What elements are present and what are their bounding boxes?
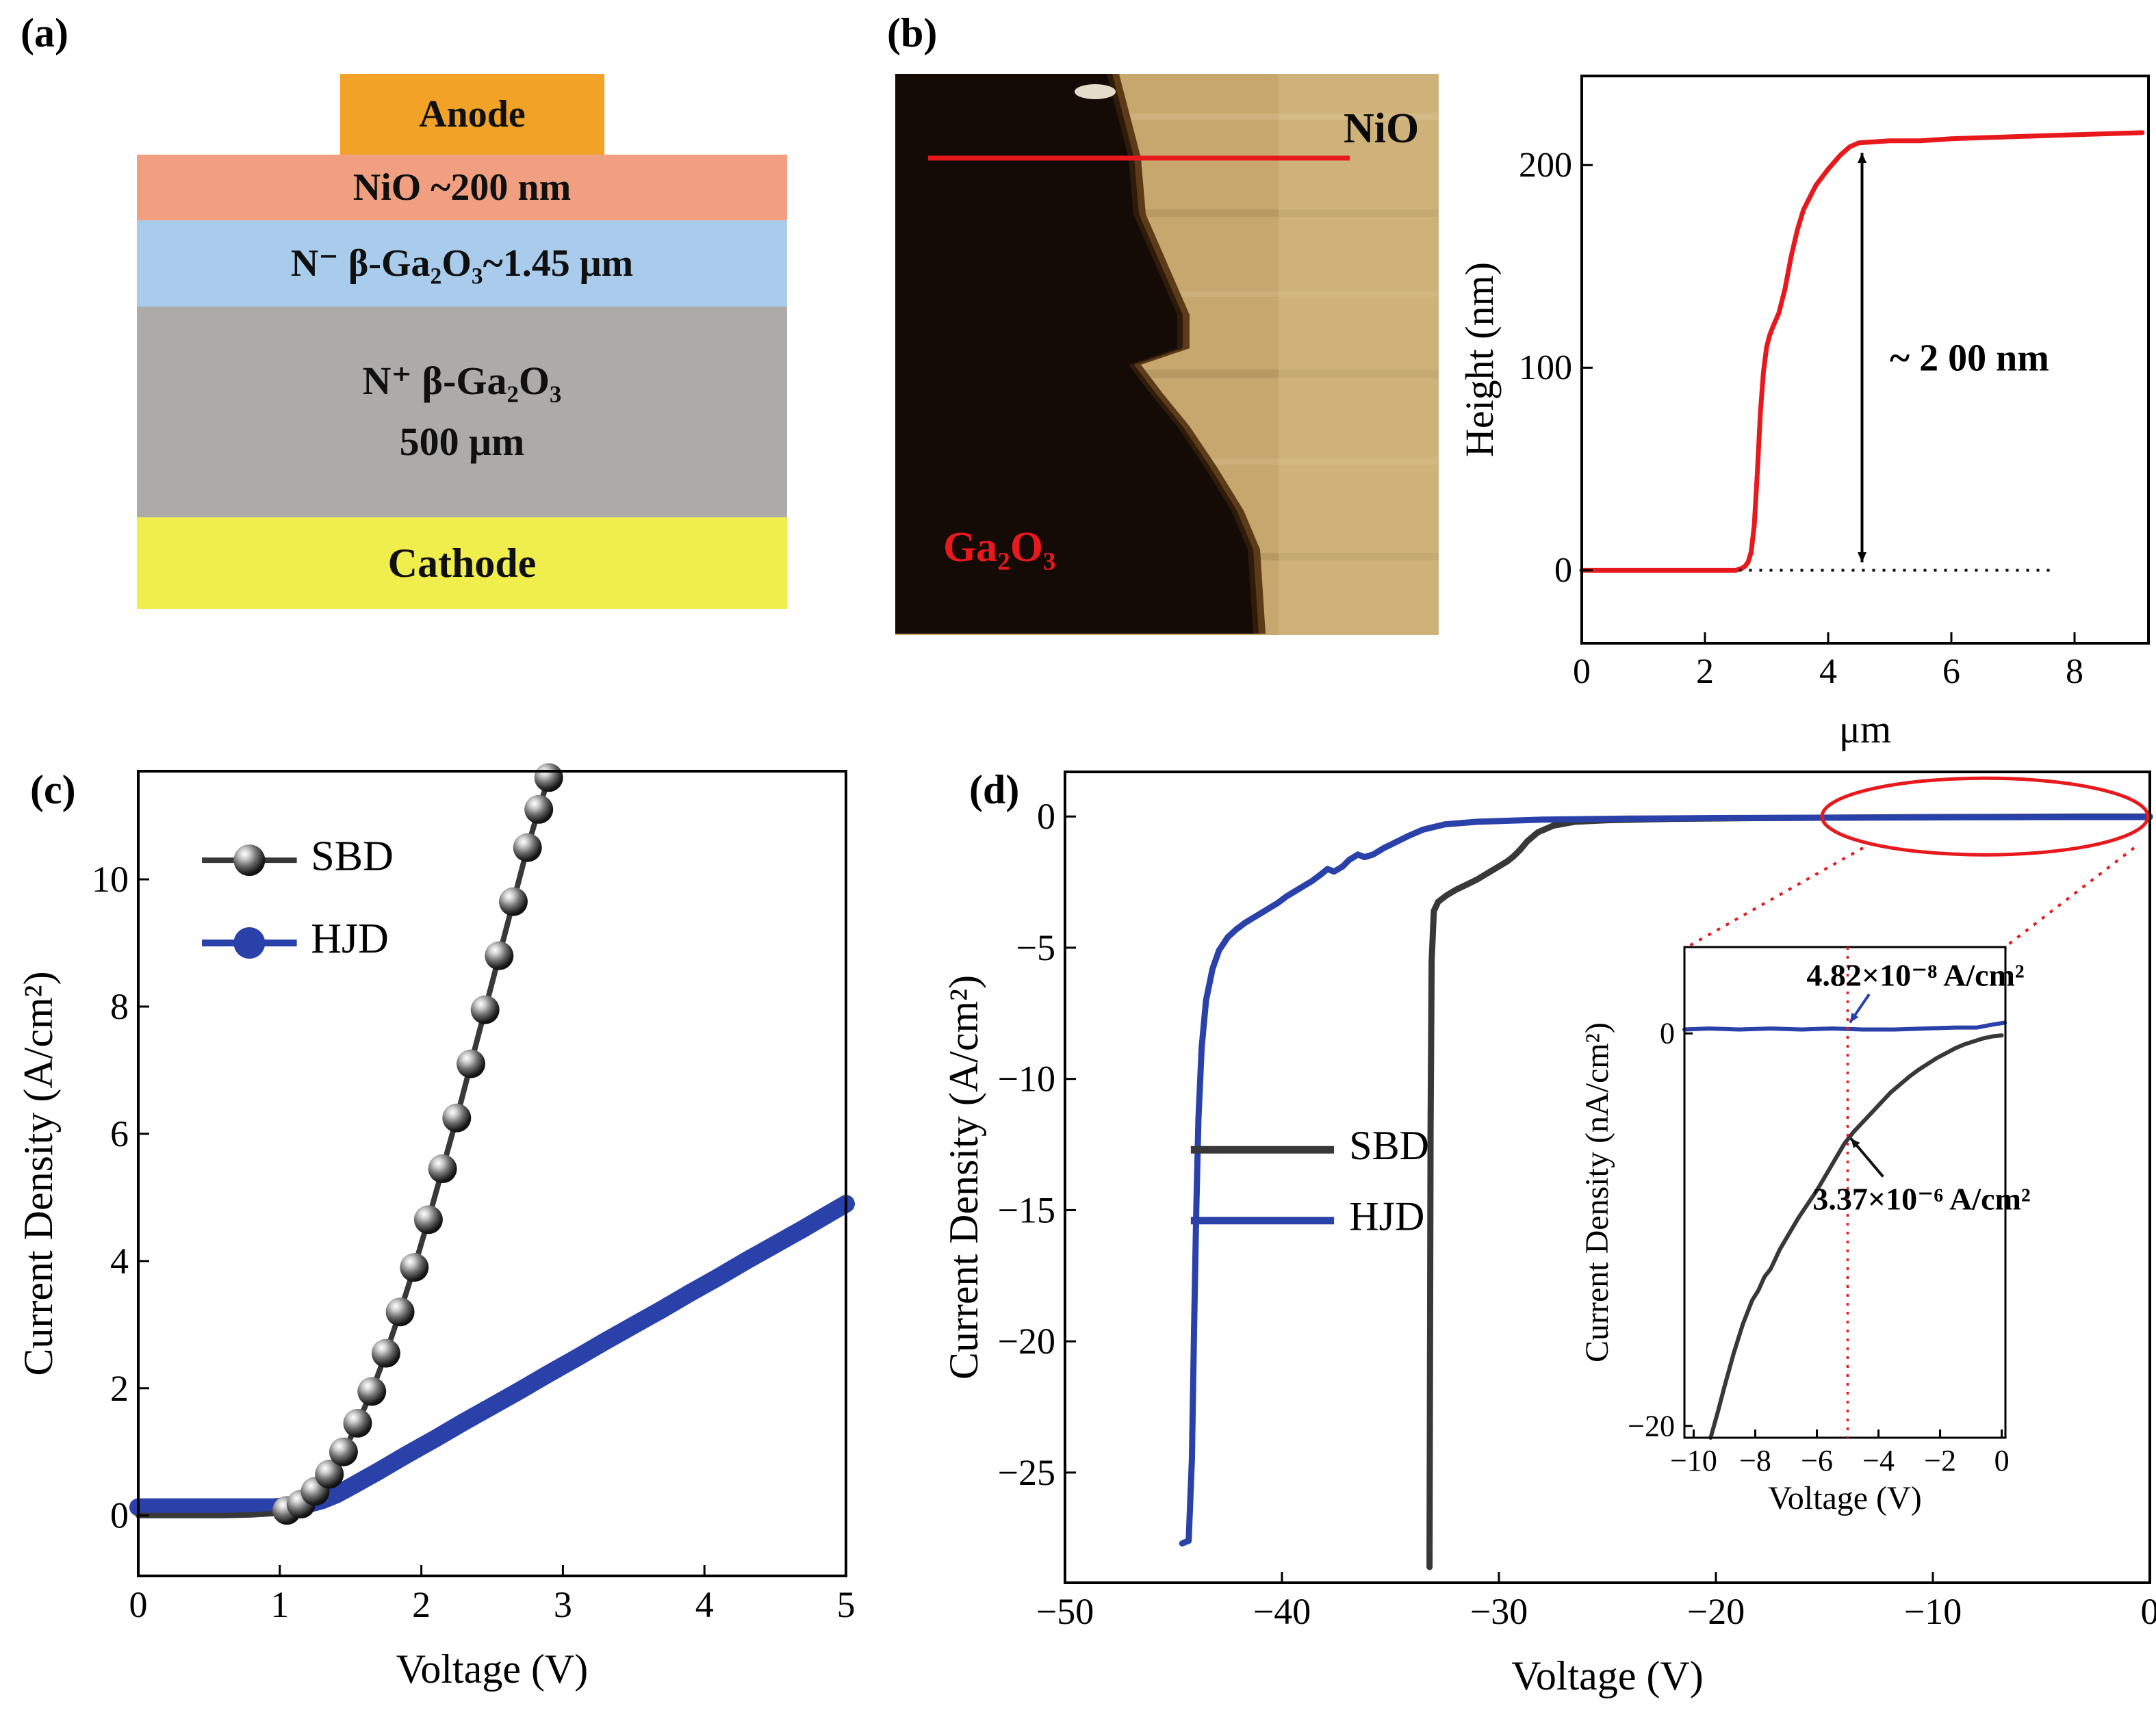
svg-text:−20: −20: [998, 1321, 1055, 1362]
svg-text:−10: −10: [998, 1059, 1055, 1100]
svg-text:0: 0: [1554, 551, 1572, 590]
svg-text:−50: −50: [1036, 1591, 1094, 1632]
svg-text:Height (nm): Height (nm): [1457, 262, 1502, 457]
svg-text:~ 2 00 nm: ~ 2 00 nm: [1890, 337, 2049, 379]
svg-text:SBD: SBD: [311, 833, 394, 879]
afm-label-nio: NiO: [1344, 105, 1419, 152]
anode-label: Anode: [419, 92, 526, 135]
nio-layer: NiO ~200 nm: [137, 155, 787, 220]
svg-text:1: 1: [270, 1584, 289, 1625]
panel-b-label: (b): [887, 10, 938, 55]
n-minus-ga2o3-layer: N⁻ β-Ga₂O₃~1.45 μm: [137, 220, 787, 307]
forward-jv-chart: 0 1 2 3 4 5 0 2 4 6 8 10 Voltage (V) Current Density …: [16, 763, 856, 1692]
svg-text:100: 100: [1519, 348, 1572, 387]
svg-text:3.37×10⁻⁶ A/cm²: 3.37×10⁻⁶ A/cm²: [1812, 1181, 2030, 1216]
svg-text:HJD: HJD: [311, 916, 389, 962]
svg-text:Current Density (A/cm²): Current Density (A/cm²): [941, 975, 986, 1380]
svg-text:SBD: SBD: [1349, 1123, 1429, 1168]
nio-label: NiO ~200 nm: [352, 166, 572, 209]
svg-text:Current Density (nA/cm²): Current Density (nA/cm²): [1579, 1022, 1615, 1362]
svg-text:4.82×10⁻⁸ A/cm²: 4.82×10⁻⁸ A/cm²: [1806, 957, 2024, 992]
svg-text:−25: −25: [998, 1452, 1055, 1493]
svg-text:μm: μm: [1839, 707, 1891, 751]
afm-bright-band: [1279, 74, 1439, 635]
svg-text:HJD: HJD: [1349, 1194, 1424, 1239]
svg-text:2: 2: [412, 1584, 431, 1625]
afm-streak: [895, 114, 1439, 120]
svg-text:Voltage (V): Voltage (V): [396, 1646, 589, 1692]
svg-text:4: 4: [1819, 652, 1837, 691]
cathode-layer: Cathode: [137, 517, 787, 609]
svg-text:Current Density (A/cm²): Current Density (A/cm²): [16, 971, 61, 1375]
afm-streak: [895, 209, 1439, 217]
afm-height-profile-chart: 0 2 4 6 8 0 100 200 μm Height (nm) ~ 2 00 nm: [1457, 75, 2150, 751]
svg-text:Voltage (V): Voltage (V): [1768, 1480, 1921, 1516]
svg-text:0: 0: [2141, 1591, 2156, 1632]
svg-text:6: 6: [110, 1113, 129, 1154]
device-schematic: Anode NiO ~200 nm N⁻ β-Ga₂O₃~1.45 μm N⁺ …: [137, 74, 787, 609]
svg-text:−20: −20: [1628, 1409, 1675, 1442]
svg-text:0: 0: [1037, 796, 1055, 837]
svg-text:200: 200: [1519, 146, 1572, 185]
svg-text:4: 4: [695, 1584, 714, 1625]
afm-dark-region: [895, 74, 1253, 634]
afm-image: NiO Ga₂O₃: [895, 74, 1439, 635]
n-plus-ga2o3-label: N⁺ β-Ga₂O₃: [362, 359, 562, 404]
svg-text:−2: −2: [1924, 1444, 1956, 1477]
svg-text:−10: −10: [1904, 1591, 1962, 1632]
panel-c-label: (c): [30, 767, 76, 812]
svg-text:−30: −30: [1470, 1591, 1528, 1632]
svg-text:2: 2: [110, 1368, 129, 1409]
afm-label-ga2o3: Ga₂O₃: [943, 524, 1056, 571]
panel-d-label: (d): [969, 767, 1020, 812]
svg-text:−4: −4: [1862, 1444, 1895, 1477]
n-minus-ga2o3-label: N⁻ β-Ga₂O₃~1.45 μm: [290, 242, 634, 285]
svg-text:3: 3: [554, 1584, 572, 1625]
svg-text:6: 6: [1942, 652, 1960, 691]
svg-text:−10: −10: [1670, 1444, 1717, 1477]
svg-text:0: 0: [1994, 1444, 2010, 1477]
svg-text:−6: −6: [1801, 1444, 1833, 1477]
svg-text:0: 0: [129, 1584, 148, 1625]
svg-text:−15: −15: [998, 1189, 1055, 1230]
svg-text:0: 0: [110, 1495, 129, 1536]
anode-layer: Anode: [340, 74, 604, 155]
n-plus-thickness-label: 500 μm: [399, 419, 525, 464]
svg-text:−20: −20: [1687, 1591, 1745, 1632]
svg-text:−40: −40: [1253, 1591, 1311, 1632]
svg-text:8: 8: [2066, 652, 2083, 691]
svg-text:0: 0: [1573, 652, 1591, 691]
svg-text:4: 4: [110, 1241, 129, 1282]
cathode-label: Cathode: [387, 540, 537, 586]
svg-text:−5: −5: [1016, 927, 1055, 968]
n-plus-ga2o3-layer: N⁺ β-Ga₂O₃ 500 μm: [137, 307, 787, 517]
panel-a-label: (a): [21, 10, 68, 55]
svg-text:8: 8: [110, 986, 129, 1027]
svg-text:2: 2: [1696, 652, 1714, 691]
afm-bright-particle: [1075, 84, 1116, 99]
svg-text:0: 0: [1660, 1017, 1675, 1050]
svg-text:Voltage (V): Voltage (V): [1511, 1653, 1704, 1698]
svg-text:5: 5: [837, 1584, 856, 1625]
svg-text:−8: −8: [1739, 1444, 1771, 1477]
svg-text:10: 10: [92, 859, 129, 900]
